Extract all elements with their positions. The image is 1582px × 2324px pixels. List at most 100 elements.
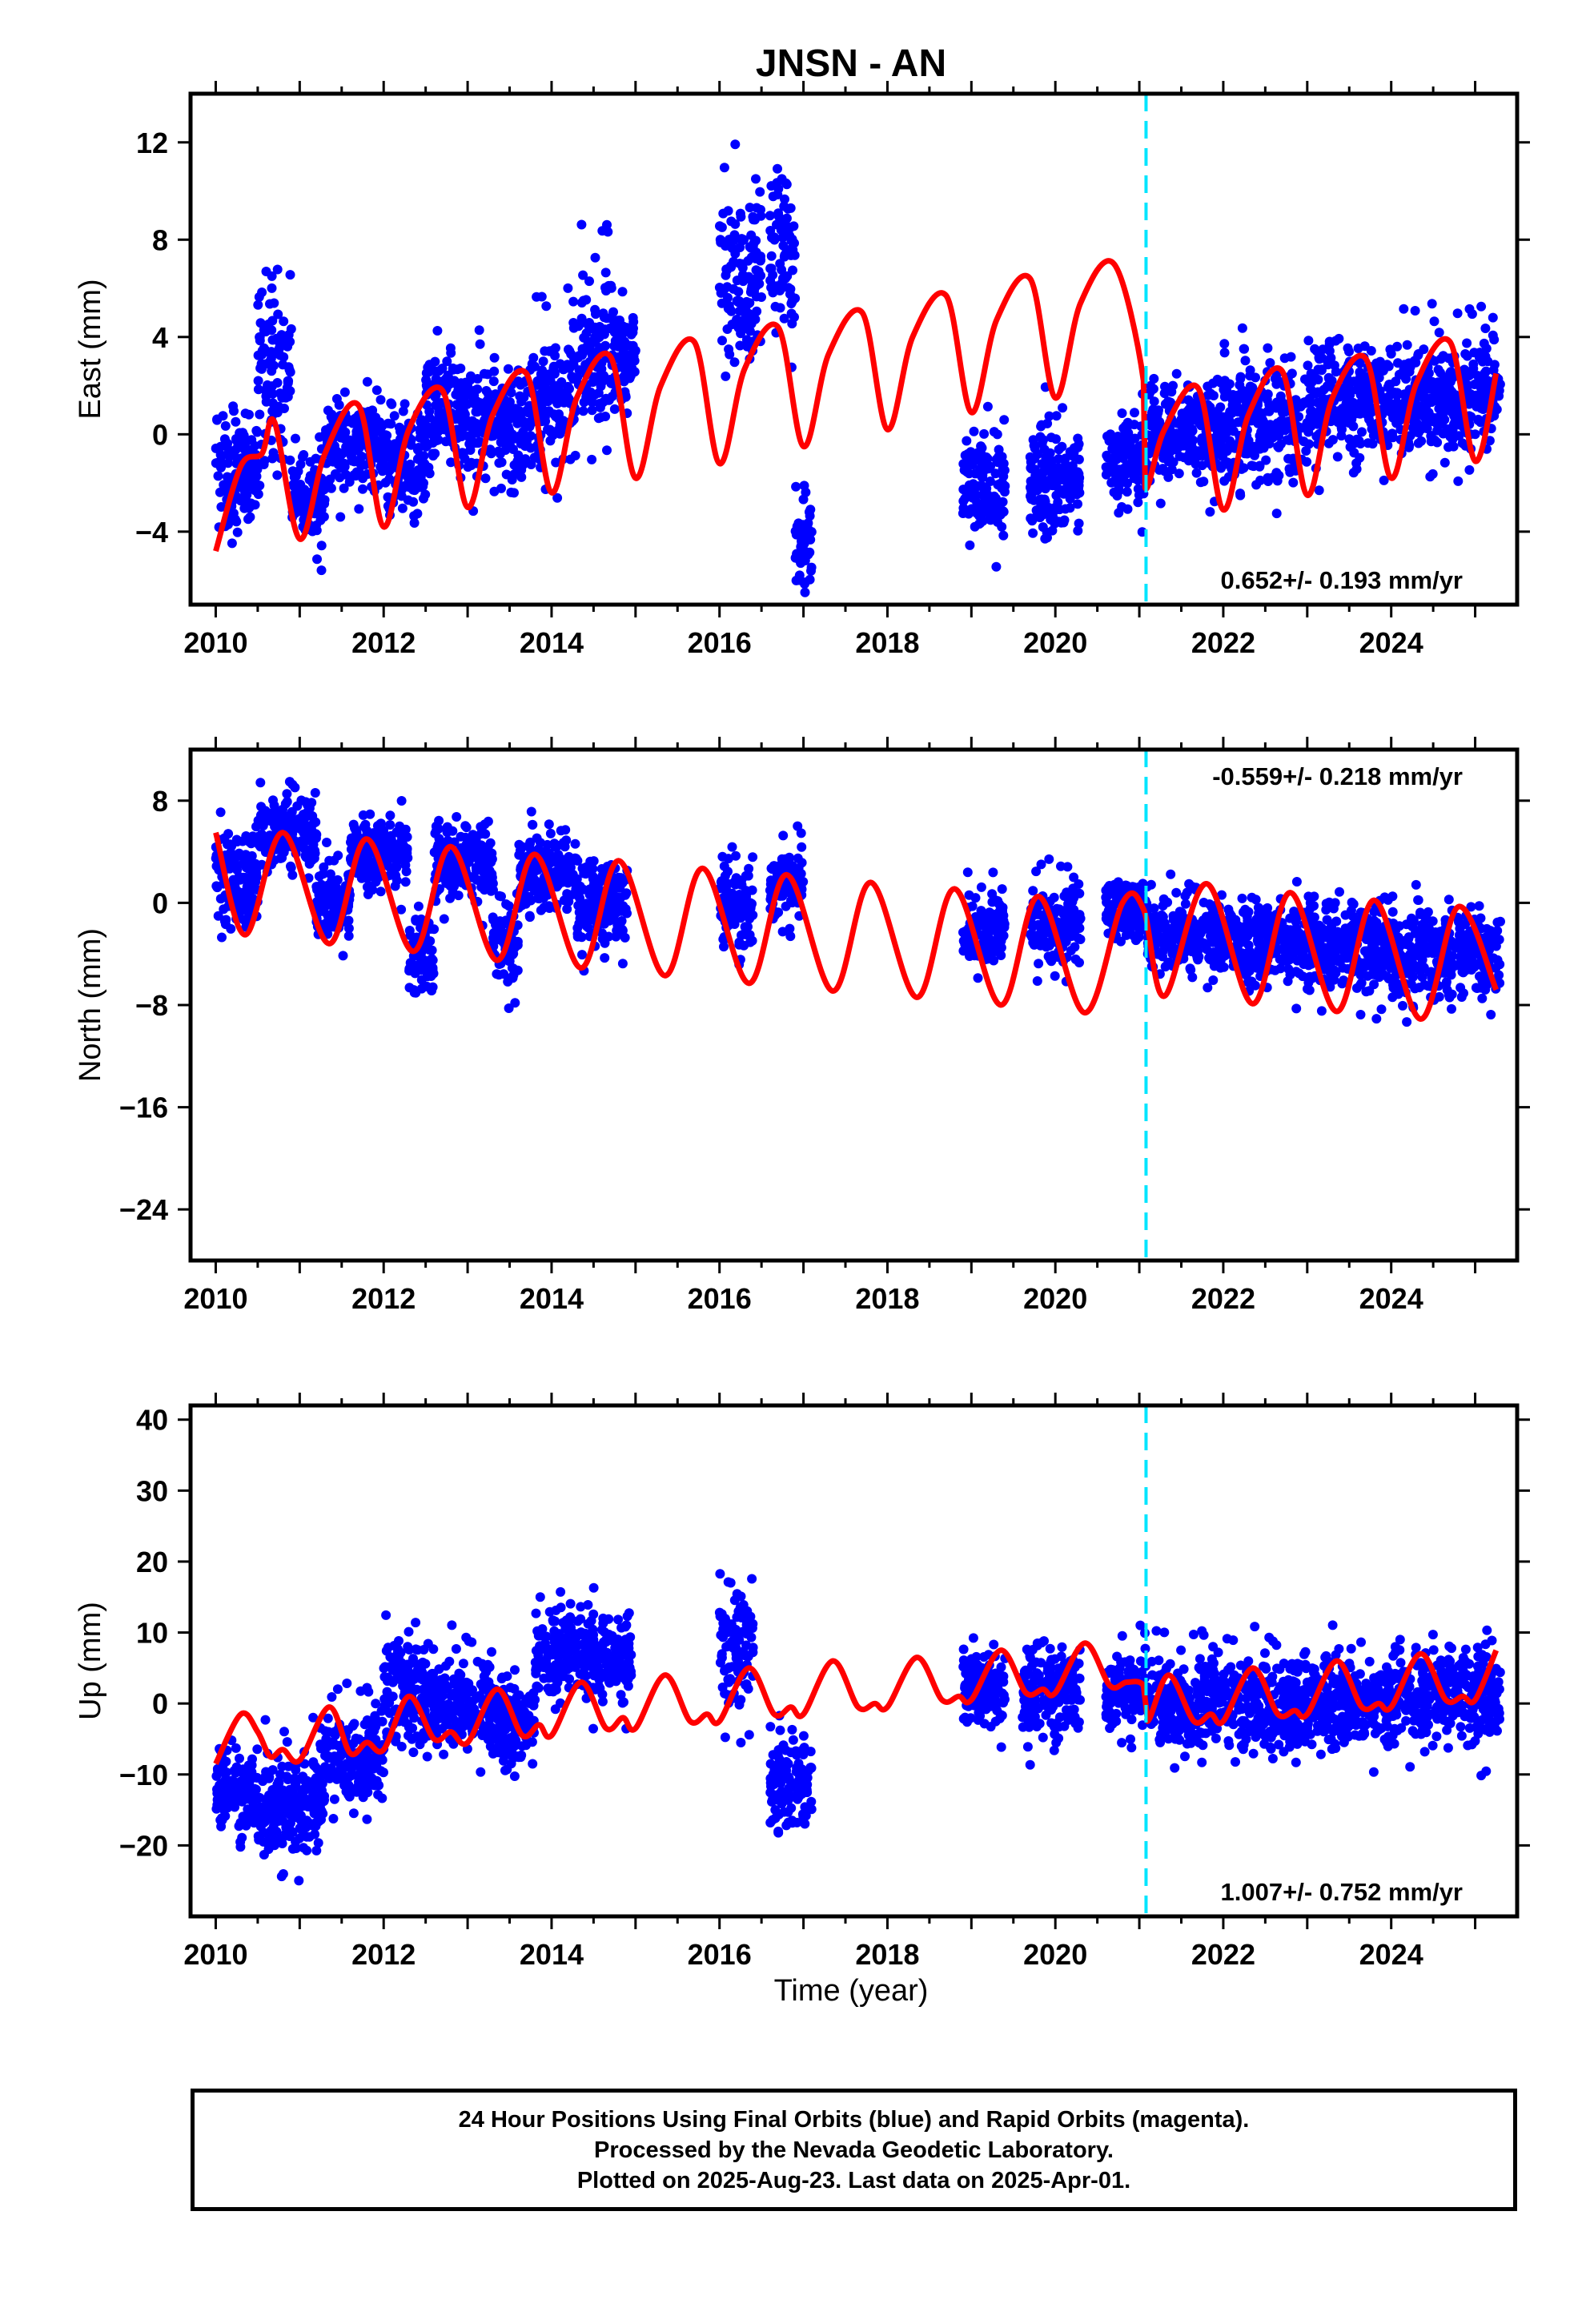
data-point xyxy=(773,163,782,174)
data-point xyxy=(215,894,226,904)
data-point xyxy=(1182,407,1192,417)
y-tick-label: 4 xyxy=(152,321,168,354)
data-point xyxy=(804,507,814,517)
data-point xyxy=(362,376,372,387)
data-point xyxy=(223,829,234,839)
data-point xyxy=(397,503,408,513)
data-point xyxy=(1263,472,1273,483)
data-point xyxy=(1271,379,1282,389)
data-point xyxy=(235,428,245,438)
data-point xyxy=(343,436,354,447)
x-tick-label: 2016 xyxy=(688,626,752,659)
data-point xyxy=(332,875,343,885)
data-point xyxy=(282,817,292,827)
data-point xyxy=(1423,368,1434,378)
data-point xyxy=(577,317,588,328)
data-point xyxy=(1051,411,1062,421)
data-point xyxy=(267,406,278,416)
data-point xyxy=(574,365,584,376)
data-point xyxy=(1034,959,1044,969)
data-point xyxy=(417,415,428,425)
data-point xyxy=(778,240,789,251)
data-point xyxy=(478,827,488,838)
y-tick-label: 12 xyxy=(136,127,168,159)
data-point xyxy=(780,229,790,239)
data-point xyxy=(1316,365,1327,376)
data-point xyxy=(541,301,552,312)
data-point xyxy=(217,932,227,943)
data-point xyxy=(584,907,594,918)
data-point xyxy=(282,797,292,807)
data-point xyxy=(783,863,793,873)
data-point xyxy=(572,353,582,363)
data-point xyxy=(737,235,747,246)
data-point xyxy=(587,454,597,464)
data-point xyxy=(362,873,372,883)
data-point xyxy=(381,461,391,472)
data-point xyxy=(1044,854,1054,864)
data-point xyxy=(272,809,283,819)
data-point xyxy=(972,508,982,518)
data-point xyxy=(1122,437,1132,447)
data-point xyxy=(1026,463,1036,473)
data-point xyxy=(774,866,785,876)
data-point xyxy=(556,396,566,407)
data-point xyxy=(1219,339,1230,349)
data-point xyxy=(1038,509,1049,520)
data-point xyxy=(391,870,401,881)
data-point xyxy=(1069,448,1079,458)
data-point xyxy=(465,445,476,455)
data-point xyxy=(1343,343,1353,353)
data-point xyxy=(516,464,527,475)
data-point xyxy=(1126,465,1136,476)
data-point xyxy=(1174,468,1184,479)
data-point xyxy=(1311,431,1322,441)
data-point xyxy=(472,374,483,384)
data-point xyxy=(396,904,407,915)
data-point xyxy=(1062,887,1072,898)
data-point xyxy=(1359,341,1370,352)
data-point xyxy=(1392,388,1403,398)
data-point xyxy=(717,879,728,888)
data-point xyxy=(1149,396,1159,407)
data-point xyxy=(400,399,410,409)
data-point xyxy=(990,895,1000,905)
data-point xyxy=(563,878,573,888)
data-point xyxy=(556,826,566,836)
data-point xyxy=(1354,436,1364,446)
data-point xyxy=(442,356,452,367)
data-point xyxy=(1470,429,1480,440)
data-point xyxy=(384,474,395,485)
data-point xyxy=(793,853,803,863)
data-point xyxy=(282,789,292,799)
data-point xyxy=(617,959,628,969)
data-point xyxy=(241,862,251,873)
data-point xyxy=(489,352,500,363)
data-point xyxy=(732,275,742,286)
data-point xyxy=(1402,340,1412,350)
data-point xyxy=(1416,436,1427,446)
data-point xyxy=(768,191,778,202)
data-point xyxy=(440,436,451,447)
data-point xyxy=(619,376,629,387)
data-point xyxy=(770,301,781,312)
data-point xyxy=(621,323,632,333)
data-point xyxy=(1473,372,1484,382)
data-point xyxy=(1231,396,1242,407)
data-point xyxy=(437,364,448,373)
data-point xyxy=(1450,416,1460,426)
data-point xyxy=(241,496,251,506)
data-point xyxy=(403,469,413,480)
data-point xyxy=(496,483,506,493)
data-point xyxy=(469,391,480,400)
data-point xyxy=(431,428,441,438)
data-point xyxy=(732,296,742,306)
data-point xyxy=(997,884,1007,895)
data-point xyxy=(1240,356,1251,366)
data-point xyxy=(1250,450,1259,460)
data-point xyxy=(1393,358,1403,368)
data-point xyxy=(788,265,797,275)
data-point xyxy=(1429,316,1439,327)
data-point xyxy=(283,376,294,386)
data-point xyxy=(1439,457,1450,468)
